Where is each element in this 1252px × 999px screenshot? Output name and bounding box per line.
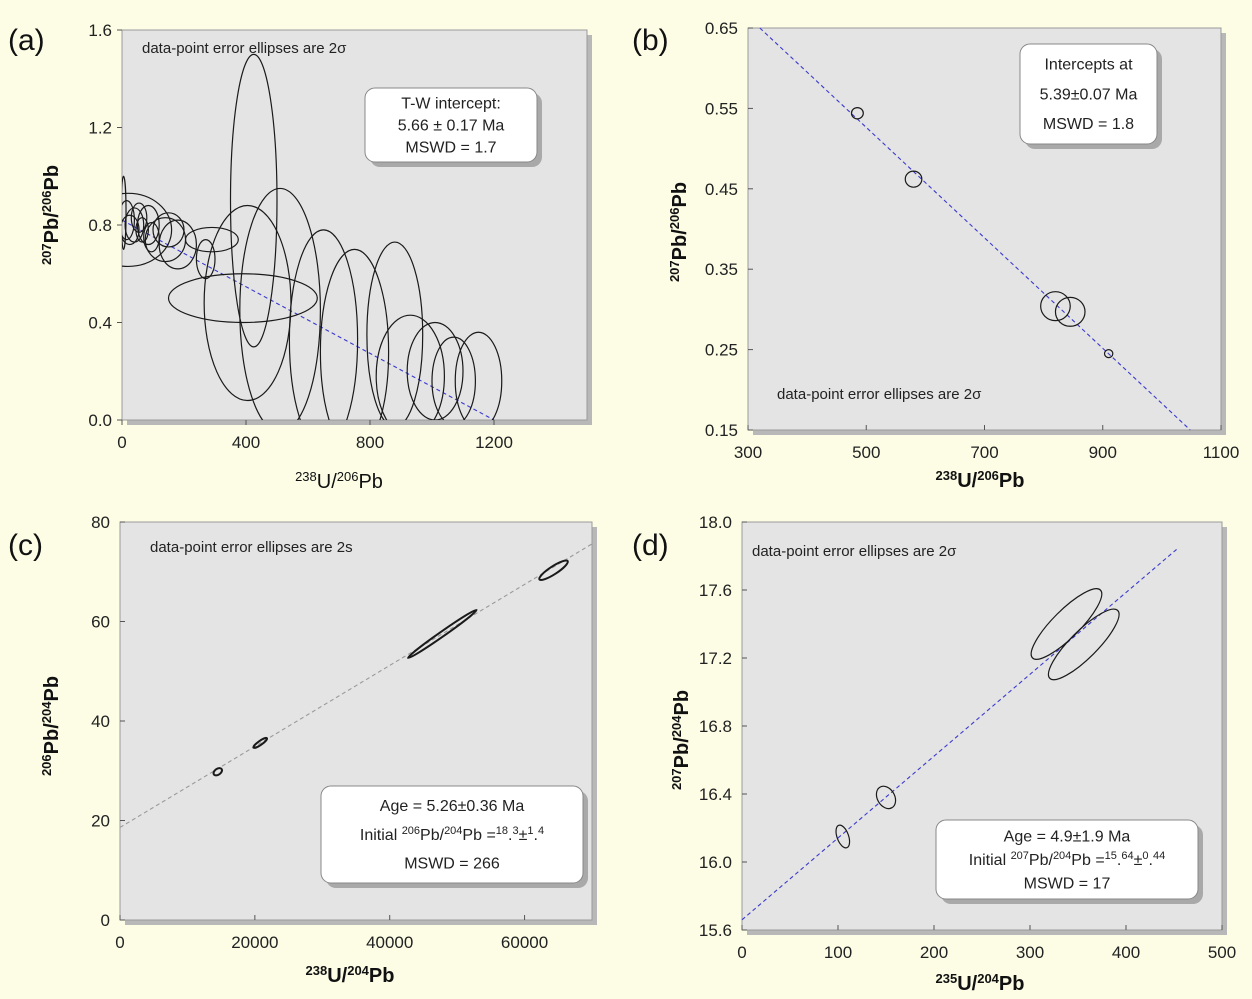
x-axis-label: 235U/204Pb [936, 971, 1025, 996]
panel-d: 0 100 200 300 400 500 15.6 16.0 16.4 16.8 17.2 17.6… [632, 513, 1236, 995]
result-line: 5.39±0.07 Ma [1040, 86, 1138, 103]
x-axis-label: 238U/204Pb [306, 963, 395, 988]
x-tick-label: 300 [734, 443, 762, 462]
y-tick-label: 1.2 [88, 119, 112, 138]
x-tick-label: 900 [1089, 443, 1117, 462]
panel-letter: (b) [632, 24, 669, 57]
x-tick-label: 400 [232, 433, 260, 452]
y-tick-label: 0.15 [705, 421, 738, 440]
panel-letter: (c) [8, 529, 43, 562]
y-tick-label: 0.25 [705, 341, 738, 360]
x-tick-label: 700 [970, 443, 998, 462]
x-tick-label: 0 [117, 433, 126, 452]
x-axis-label: 238U/206Pb [295, 469, 383, 494]
result-box: Age = 5.26±0.36 Ma Initial 206Pb/204Pb =1… [321, 786, 588, 888]
ellipse-note: data-point error ellipses are 2σ [142, 40, 347, 57]
panel-letter: (a) [8, 24, 45, 57]
result-box: Intercepts at 5.39±0.07 Ma MSWD = 1.8 [1020, 44, 1162, 149]
y-tick-label: 16.4 [699, 785, 732, 804]
x-tick-label: 400 [1112, 943, 1140, 962]
result-line: 5.66 ± 0.17 Ma [398, 117, 505, 134]
result-line: MSWD = 17 [1024, 875, 1111, 892]
y-tick-label: 17.2 [699, 649, 732, 668]
result-line: T-W intercept: [401, 95, 501, 112]
y-tick-label: 1.6 [88, 21, 112, 40]
result-line: MSWD = 266 [404, 856, 500, 873]
x-tick-label: 1100 [1203, 443, 1240, 462]
x-tick-label: 800 [356, 433, 384, 452]
x-tick-label: 100 [824, 943, 852, 962]
result-line: Intercepts at [1044, 56, 1133, 73]
y-tick-label: 20 [91, 812, 110, 831]
panel-letter: (d) [632, 529, 669, 562]
result-line: Age = 4.9±1.9 Ma [1004, 828, 1131, 845]
x-tick-label: 500 [852, 443, 880, 462]
y-tick-label: 0.8 [88, 216, 112, 235]
y-tick-label: 80 [91, 513, 110, 532]
x-tick-label: 1200 [475, 433, 513, 452]
ellipse-note: data-point error ellipses are 2σ [752, 543, 957, 560]
y-axis-label: 206Pb/204Pb [39, 676, 64, 776]
y-tick-label: 15.6 [699, 921, 732, 940]
y-tick-label: 0.65 [705, 19, 738, 38]
x-tick-label: 20000 [231, 933, 278, 952]
ellipse-note: data-point error ellipses are 2σ [777, 386, 982, 403]
x-tick-label: 60000 [501, 933, 548, 952]
y-tick-label: 0 [101, 911, 110, 930]
y-tick-label: 18.0 [699, 513, 732, 532]
y-tick-label: 0.55 [705, 99, 738, 118]
y-tick-label: 0.35 [705, 260, 738, 279]
y-tick-label: 0.4 [88, 314, 112, 333]
x-tick-label: 0 [737, 943, 746, 962]
y-axis-label: 207Pb/206Pb [39, 165, 64, 265]
x-axis-label: 238U/206Pb [936, 468, 1025, 493]
result-line: MSWD = 1.8 [1043, 116, 1134, 133]
y-tick-label: 40 [91, 712, 110, 731]
result-line: Age = 5.26±0.36 Ma [380, 798, 525, 815]
panel-b: 300 500 700 900 1100 0.15 0.25 0.35 0.45 0.55 0.65… [632, 19, 1239, 492]
x-tick-label: 200 [920, 943, 948, 962]
y-axis-label: 207Pb/204Pb [669, 690, 694, 790]
x-tick-label: 300 [1016, 943, 1044, 962]
result-box: Age = 4.9±1.9 Ma Initial 207Pb/204Pb =15.… [936, 820, 1203, 904]
y-tick-label: 16.8 [699, 717, 732, 736]
y-tick-label: 17.6 [699, 581, 732, 600]
result-box: T-W intercept: 5.66 ± 0.17 Ma MSWD = 1.7 [365, 88, 542, 167]
panel-a: 0 400 800 1200 0.0 0.4 0.8 1.2 1.6 (a) 238U/206Pb 2… [8, 21, 592, 493]
y-tick-label: 0.45 [705, 180, 738, 199]
x-tick-label: 40000 [366, 933, 413, 952]
ellipse-note: data-point error ellipses are 2s [150, 539, 353, 556]
panel-c: 0 20000 40000 60000 0 20 40 60 80 (c) 238U/204Pb 20… [8, 513, 597, 987]
x-tick-label: 0 [115, 933, 124, 952]
y-tick-label: 0.0 [88, 411, 112, 430]
result-line: MSWD = 1.7 [405, 140, 496, 157]
y-tick-label: 16.0 [699, 853, 732, 872]
y-axis-label: 207Pb/206Pb [667, 182, 692, 282]
y-tick-label: 60 [91, 613, 110, 632]
x-tick-label: 500 [1208, 943, 1236, 962]
